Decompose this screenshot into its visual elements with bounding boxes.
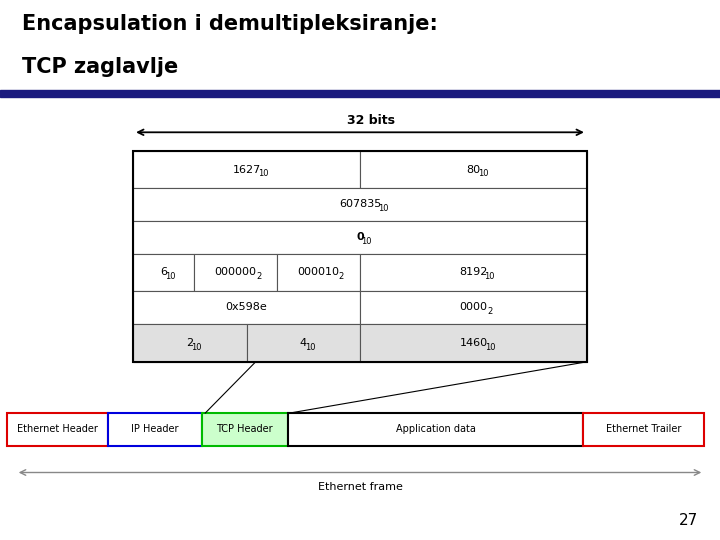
Bar bbox=[133, 188, 587, 221]
Text: 8192: 8192 bbox=[459, 267, 487, 278]
Text: Application data: Application data bbox=[396, 424, 475, 434]
Text: 2: 2 bbox=[338, 272, 344, 281]
Bar bbox=[108, 413, 202, 446]
Text: 1627: 1627 bbox=[233, 165, 261, 174]
Text: TCP Header: TCP Header bbox=[217, 424, 273, 434]
Bar bbox=[133, 324, 246, 362]
Text: 32 bits: 32 bits bbox=[347, 114, 395, 127]
Bar bbox=[360, 324, 587, 362]
Bar bbox=[288, 413, 583, 446]
Text: 10: 10 bbox=[192, 342, 202, 352]
Text: 000000: 000000 bbox=[215, 267, 257, 278]
Bar bbox=[133, 151, 587, 362]
Text: TCP zaglavlje: TCP zaglavlje bbox=[22, 57, 178, 77]
Bar bbox=[359, 254, 587, 291]
Text: 10: 10 bbox=[478, 170, 489, 178]
Text: Encapsulation i demultipleksiranje:: Encapsulation i demultipleksiranje: bbox=[22, 14, 438, 33]
Bar bbox=[277, 254, 359, 291]
Bar bbox=[133, 221, 587, 254]
Bar bbox=[0, 90, 720, 97]
Text: 10: 10 bbox=[258, 170, 269, 178]
Text: 10: 10 bbox=[485, 342, 495, 352]
Bar bbox=[202, 413, 288, 446]
Text: 27: 27 bbox=[679, 513, 698, 528]
Text: 0: 0 bbox=[356, 232, 364, 242]
Text: 607835: 607835 bbox=[339, 199, 381, 210]
Text: 0000: 0000 bbox=[459, 302, 487, 312]
Text: 0x598e: 0x598e bbox=[226, 302, 267, 312]
Text: IP Header: IP Header bbox=[131, 424, 179, 434]
Text: 10: 10 bbox=[485, 272, 495, 281]
Bar bbox=[133, 291, 360, 324]
Bar bbox=[246, 324, 360, 362]
Text: 6: 6 bbox=[161, 267, 167, 278]
Bar bbox=[7, 413, 108, 446]
Text: 2: 2 bbox=[186, 338, 194, 348]
Bar bbox=[133, 151, 360, 188]
Bar bbox=[133, 254, 194, 291]
Bar bbox=[360, 151, 587, 188]
Text: 2: 2 bbox=[256, 272, 261, 281]
Text: 1460: 1460 bbox=[459, 338, 487, 348]
Text: 10: 10 bbox=[305, 342, 315, 352]
Text: Ethernet Trailer: Ethernet Trailer bbox=[606, 424, 681, 434]
Text: Ethernet frame: Ethernet frame bbox=[318, 482, 402, 492]
Bar bbox=[360, 291, 587, 324]
Text: 10: 10 bbox=[361, 237, 372, 246]
Text: 80: 80 bbox=[467, 165, 480, 174]
Text: 10: 10 bbox=[166, 272, 176, 281]
Text: 000010: 000010 bbox=[297, 267, 339, 278]
Text: Ethernet Header: Ethernet Header bbox=[17, 424, 98, 434]
Text: 10: 10 bbox=[378, 204, 388, 213]
Bar bbox=[583, 413, 704, 446]
Bar bbox=[194, 254, 277, 291]
Text: 4: 4 bbox=[300, 338, 307, 348]
Text: 2: 2 bbox=[487, 307, 492, 316]
